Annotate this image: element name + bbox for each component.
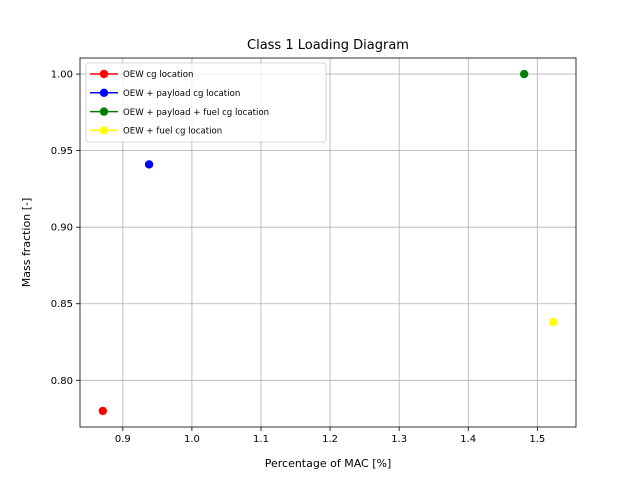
x-tick-label: 1.0 — [184, 434, 200, 445]
y-tick-label: 0.80 — [51, 376, 73, 387]
legend-label: OEW cg location — [123, 70, 193, 80]
x-tick-label: 1.4 — [460, 434, 476, 445]
plot-frame — [79, 57, 577, 428]
y-tick-label: 0.95 — [51, 146, 73, 157]
y-tick-label: 1.00 — [51, 70, 73, 81]
x-tick-label: 0.9 — [115, 434, 131, 445]
legend-marker — [99, 88, 109, 98]
x-axis-label: Percentage of MAC [%] — [265, 457, 392, 470]
chart-title: Class 1 Loading Diagram — [247, 38, 409, 53]
y-tick-label: 0.90 — [51, 223, 73, 234]
legend-label: OEW + payload + fuel cg location — [123, 108, 269, 118]
data-points — [98, 69, 558, 416]
axis-ticks: 0.9 1.0 1.1 1.2 1.3 1.4 1.5 0.80 0.85 0.90 0.95 1.0… — [51, 70, 546, 445]
x-tick-label: 1.2 — [322, 434, 338, 445]
y-axis-label: Mass fraction [-] — [20, 198, 33, 288]
legend-marker — [99, 107, 109, 116]
y-tick-label: 0.85 — [51, 299, 73, 310]
legend-label: OEW + fuel cg location — [123, 127, 222, 137]
x-tick-label: 1.1 — [253, 434, 269, 445]
x-tick-label: 1.3 — [391, 434, 407, 445]
legend: OEW cg location OEW + payload cg location… — [85, 62, 327, 143]
data-point — [549, 317, 558, 327]
data-point — [144, 160, 154, 169]
data-point — [98, 406, 107, 416]
legend-marker — [99, 69, 109, 79]
legend-label: OEW + payload cg location — [123, 89, 240, 99]
data-point — [519, 69, 529, 79]
legend-marker — [99, 126, 109, 135]
legend-box — [85, 62, 327, 143]
x-tick-label: 1.5 — [529, 434, 545, 445]
